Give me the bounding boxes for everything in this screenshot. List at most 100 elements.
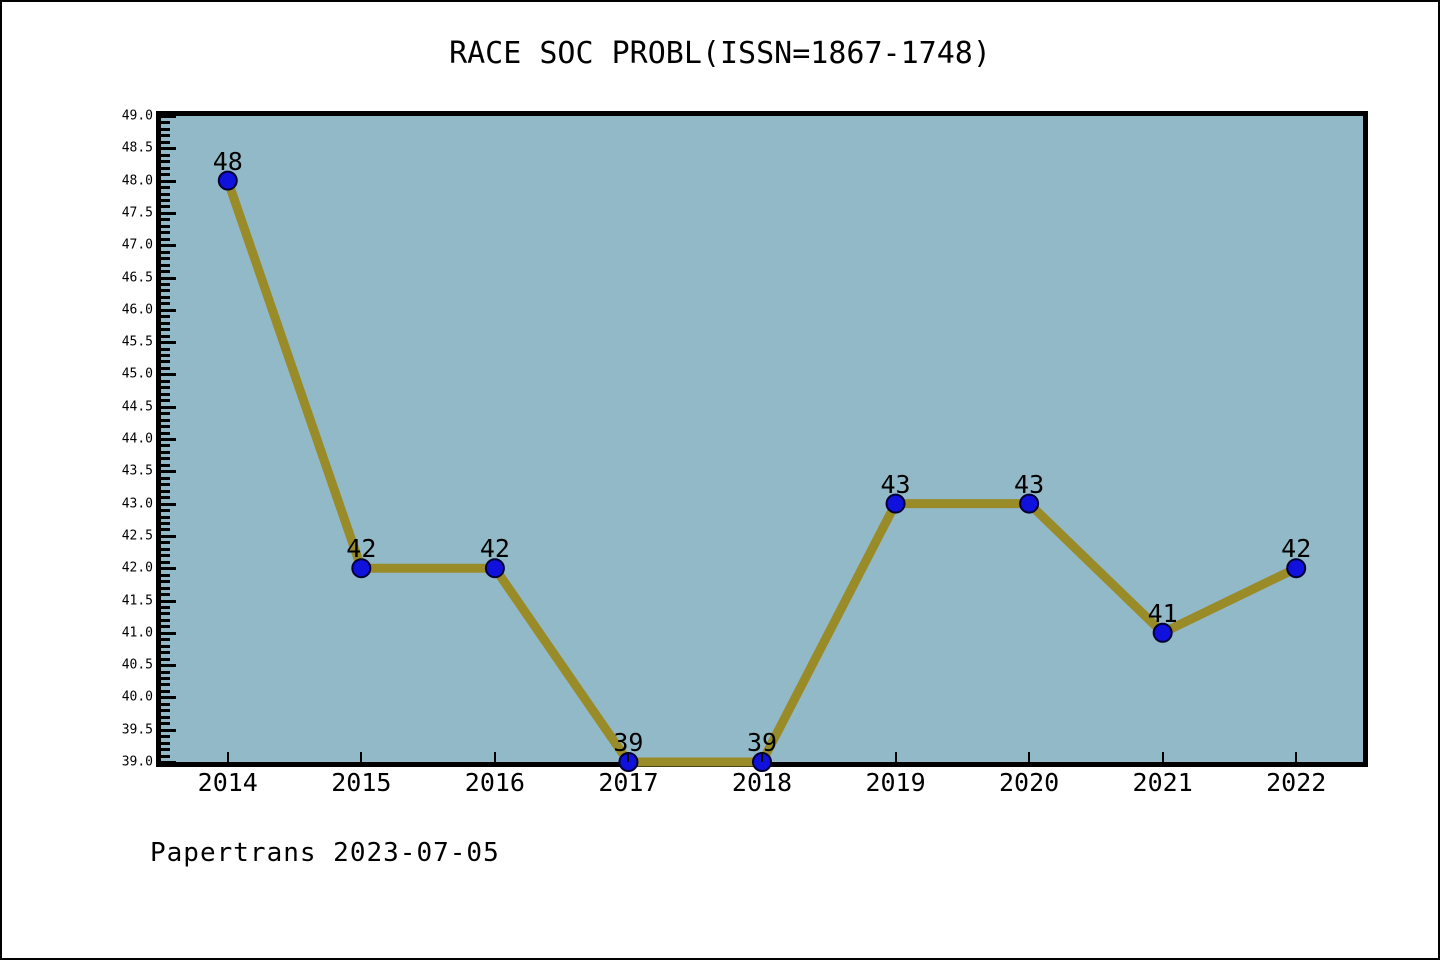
y-axis-minor-tick xyxy=(161,399,170,403)
y-axis-tick-label: 45.5 xyxy=(121,334,153,350)
y-axis-minor-tick xyxy=(161,709,170,713)
y-axis-minor-tick xyxy=(161,379,170,383)
y-axis-tick-label: 47.5 xyxy=(121,205,153,221)
data-point-label: 42 xyxy=(479,534,510,564)
y-axis-tick-label: 41.0 xyxy=(121,625,153,641)
data-point-marker xyxy=(351,558,372,579)
y-axis-tick-labels: 39.0 39.5 40.0 40.5 41.0 41.5 42.0 42.5 43.0 43.5… xyxy=(95,109,153,770)
y-axis-minor-tick xyxy=(161,334,170,338)
x-axis-tick xyxy=(226,752,229,762)
y-axis-minor-tick xyxy=(161,289,170,293)
y-axis-minor-tick xyxy=(161,134,170,138)
y-axis-minor-tick xyxy=(161,321,170,325)
y-axis-major-tick xyxy=(161,244,176,248)
y-axis-tick-label: 44.0 xyxy=(121,431,153,447)
y-axis-minor-tick xyxy=(161,573,170,577)
y-axis-tick-label: 45.0 xyxy=(121,366,153,382)
series-line-chart xyxy=(217,170,1307,772)
y-axis-minor-tick xyxy=(161,302,170,306)
y-axis-minor-tick xyxy=(161,295,170,299)
y-axis-major-tick xyxy=(161,599,176,603)
y-axis-minor-tick xyxy=(161,160,170,164)
y-axis-tick-label: 49.0 xyxy=(121,108,153,124)
y-axis-minor-tick xyxy=(161,360,170,364)
y-axis-tick-label: 48.0 xyxy=(121,173,153,189)
data-point-marker xyxy=(885,493,906,514)
y-axis-major-tick xyxy=(161,308,176,312)
y-axis-minor-tick xyxy=(161,425,170,429)
y-axis-tick-label: 43.5 xyxy=(121,463,153,479)
y-axis-minor-tick xyxy=(161,354,170,358)
y-axis-major-tick xyxy=(161,502,176,506)
y-axis-minor-tick xyxy=(161,198,170,202)
y-axis-minor-tick xyxy=(161,683,170,687)
y-axis-minor-tick xyxy=(161,127,170,131)
data-point-label: 41 xyxy=(1147,598,1178,628)
y-axis-minor-tick xyxy=(161,605,170,609)
y-axis-minor-tick xyxy=(161,722,170,726)
y-axis-tick-label: 44.5 xyxy=(121,399,153,415)
y-axis-minor-tick xyxy=(161,702,170,706)
y-axis-tick-label: 41.5 xyxy=(121,593,153,608)
y-axis-minor-tick xyxy=(161,715,170,719)
y-axis-tick-label: 48.5 xyxy=(121,140,153,156)
y-axis-minor-tick xyxy=(161,735,170,739)
data-point-label: 42 xyxy=(346,534,377,564)
y-axis-minor-tick xyxy=(161,638,170,642)
y-axis-minor-tick xyxy=(161,218,170,222)
y-axis-minor-tick xyxy=(161,483,170,487)
data-point-label: 48 xyxy=(212,146,243,176)
y-axis-minor-tick xyxy=(161,366,170,370)
y-axis-major-tick xyxy=(161,438,176,441)
y-axis-minor-tick xyxy=(161,231,170,235)
data-point-label: 39 xyxy=(613,728,644,757)
data-point-marker xyxy=(1019,493,1040,514)
y-axis-minor-tick xyxy=(161,748,170,752)
y-axis-major-tick xyxy=(161,664,176,668)
y-axis-minor-tick xyxy=(161,670,170,674)
y-axis-minor-tick xyxy=(161,580,170,584)
plot-area-background xyxy=(156,111,1368,767)
y-axis-minor-tick xyxy=(161,121,170,125)
y-axis-minor-tick xyxy=(161,509,170,513)
y-axis-major-tick xyxy=(161,728,176,732)
y-axis-minor-tick xyxy=(161,450,170,454)
y-axis-tick-label: 40.0 xyxy=(121,689,153,705)
y-axis-major-tick xyxy=(161,276,176,280)
y-axis-minor-tick xyxy=(161,754,170,758)
y-axis-tick-label: 46.5 xyxy=(121,270,153,285)
x-axis-tick xyxy=(1161,752,1164,762)
y-axis-minor-tick xyxy=(161,392,170,396)
y-axis-minor-tick xyxy=(161,250,170,254)
y-axis-minor-tick xyxy=(161,541,170,545)
page-title: RACE SOC PROBL(ISSN=1867-1748) xyxy=(449,36,991,71)
y-axis-major-tick xyxy=(161,567,176,571)
x-axis-tick xyxy=(761,752,763,762)
y-axis-minor-tick xyxy=(161,651,170,655)
y-axis-minor-tick xyxy=(161,270,170,274)
data-point-marker xyxy=(1286,558,1307,579)
y-axis-minor-tick xyxy=(161,489,170,493)
y-axis-minor-tick xyxy=(161,689,170,693)
y-axis-minor-tick xyxy=(161,140,170,144)
y-axis-tick-label: 47.0 xyxy=(121,237,153,253)
x-axis-tick xyxy=(360,752,363,762)
y-axis-minor-tick xyxy=(161,412,170,416)
y-axis-major-tick xyxy=(161,470,176,474)
y-axis-minor-tick xyxy=(161,625,170,629)
y-axis-minor-tick xyxy=(161,463,170,467)
y-axis-minor-tick xyxy=(161,192,170,196)
data-point-marker xyxy=(217,170,238,191)
y-axis-minor-tick xyxy=(161,476,170,480)
y-axis-minor-tick xyxy=(161,741,170,745)
y-axis-minor-tick xyxy=(161,560,170,564)
y-axis-major-tick xyxy=(161,341,176,345)
y-axis-tick-label: 39.5 xyxy=(121,722,153,738)
series-markers xyxy=(217,170,1307,772)
y-axis-major-tick xyxy=(161,211,176,215)
y-axis-major-tick xyxy=(161,147,176,151)
footer-note: Papertrans 2023-07-05 xyxy=(150,838,500,868)
y-axis-minor-tick xyxy=(161,386,170,390)
y-axis-minor-tick xyxy=(161,347,170,351)
y-axis-minor-tick xyxy=(161,521,170,525)
